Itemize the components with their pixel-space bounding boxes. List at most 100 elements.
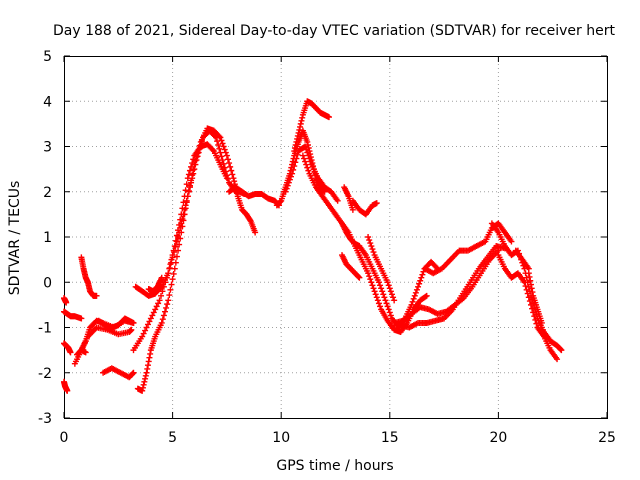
data-point <box>390 294 397 301</box>
series-arc-24 <box>341 184 356 213</box>
data-point <box>523 274 530 281</box>
data-point <box>385 282 392 289</box>
data-point <box>416 280 423 287</box>
data-point <box>413 286 420 293</box>
data-point <box>410 295 417 302</box>
data-point <box>229 171 236 178</box>
data-point <box>172 243 179 250</box>
data-marks <box>61 98 565 394</box>
data-point <box>82 349 89 356</box>
data-point <box>141 378 148 385</box>
data-point <box>294 135 301 142</box>
data-point <box>384 303 391 310</box>
x-tick-label: 0 <box>60 430 69 446</box>
y-tick-label: -2 <box>38 366 52 382</box>
data-point <box>409 298 416 305</box>
data-point <box>349 206 356 213</box>
data-point <box>231 178 238 185</box>
data-point <box>139 387 146 394</box>
data-point <box>224 156 231 163</box>
data-point <box>366 273 373 280</box>
data-point <box>176 241 183 248</box>
data-point <box>160 312 167 319</box>
data-point <box>529 305 536 312</box>
data-point <box>295 129 302 136</box>
data-point <box>142 372 149 379</box>
data-point <box>292 159 299 166</box>
data-point <box>368 243 375 250</box>
data-point <box>167 261 174 268</box>
data-point <box>166 265 173 272</box>
data-point <box>175 227 182 234</box>
y-axis-ticks: -3 -2 -1 0 1 2 3 4 5 <box>38 49 607 427</box>
data-point <box>64 387 71 394</box>
data-point <box>144 362 151 369</box>
data-point <box>365 270 372 277</box>
data-point <box>422 293 429 300</box>
data-point <box>227 163 234 170</box>
data-point <box>385 306 392 313</box>
data-point <box>142 375 149 382</box>
data-point <box>178 211 185 218</box>
data-point <box>538 319 545 326</box>
data-point <box>367 240 374 247</box>
data-point <box>298 117 305 124</box>
data-point <box>391 297 398 304</box>
data-point <box>527 277 534 284</box>
data-point <box>387 288 394 295</box>
data-point <box>170 247 177 254</box>
data-point <box>305 167 312 174</box>
data-point <box>143 324 150 331</box>
data-point <box>379 288 386 295</box>
data-point <box>228 167 235 174</box>
data-point <box>370 249 377 256</box>
data-point <box>179 205 186 212</box>
data-point <box>296 126 303 133</box>
data-point <box>304 149 311 156</box>
data-point <box>293 138 300 145</box>
data-point <box>287 173 294 180</box>
series-arc-26 <box>391 247 502 326</box>
data-point <box>152 306 159 313</box>
data-point <box>218 137 225 144</box>
data-point <box>183 197 190 204</box>
data-point <box>186 184 193 191</box>
data-point <box>408 301 415 308</box>
data-point <box>184 175 191 182</box>
data-point <box>140 381 147 388</box>
data-point <box>139 384 146 391</box>
data-point <box>527 301 534 308</box>
data-point <box>525 294 532 301</box>
data-point <box>557 346 564 353</box>
data-point <box>182 202 189 209</box>
series-arc-25 <box>365 234 398 304</box>
data-point <box>130 369 137 376</box>
data-point <box>190 170 197 177</box>
data-point <box>156 297 163 304</box>
data-point <box>355 273 362 280</box>
data-point <box>356 274 363 281</box>
data-point <box>325 114 332 121</box>
data-point <box>226 160 233 167</box>
data-point <box>277 198 284 205</box>
data-point <box>168 281 175 288</box>
data-point <box>302 143 309 150</box>
data-point <box>301 155 308 162</box>
series-arc-11 <box>134 125 259 394</box>
y-tick-label: 5 <box>43 49 52 65</box>
data-point <box>297 120 304 127</box>
data-point <box>223 152 230 159</box>
series-arc-18 <box>282 143 341 204</box>
data-point <box>146 318 153 325</box>
data-point <box>63 299 70 306</box>
series-arc-14 <box>145 274 165 295</box>
data-point <box>282 188 289 195</box>
data-point <box>170 270 177 277</box>
series-arc-23 <box>349 197 380 218</box>
series-arc-16 <box>273 127 328 209</box>
data-point <box>293 155 300 162</box>
data-point <box>180 199 187 206</box>
data-point <box>530 309 537 316</box>
data-point <box>524 290 531 297</box>
